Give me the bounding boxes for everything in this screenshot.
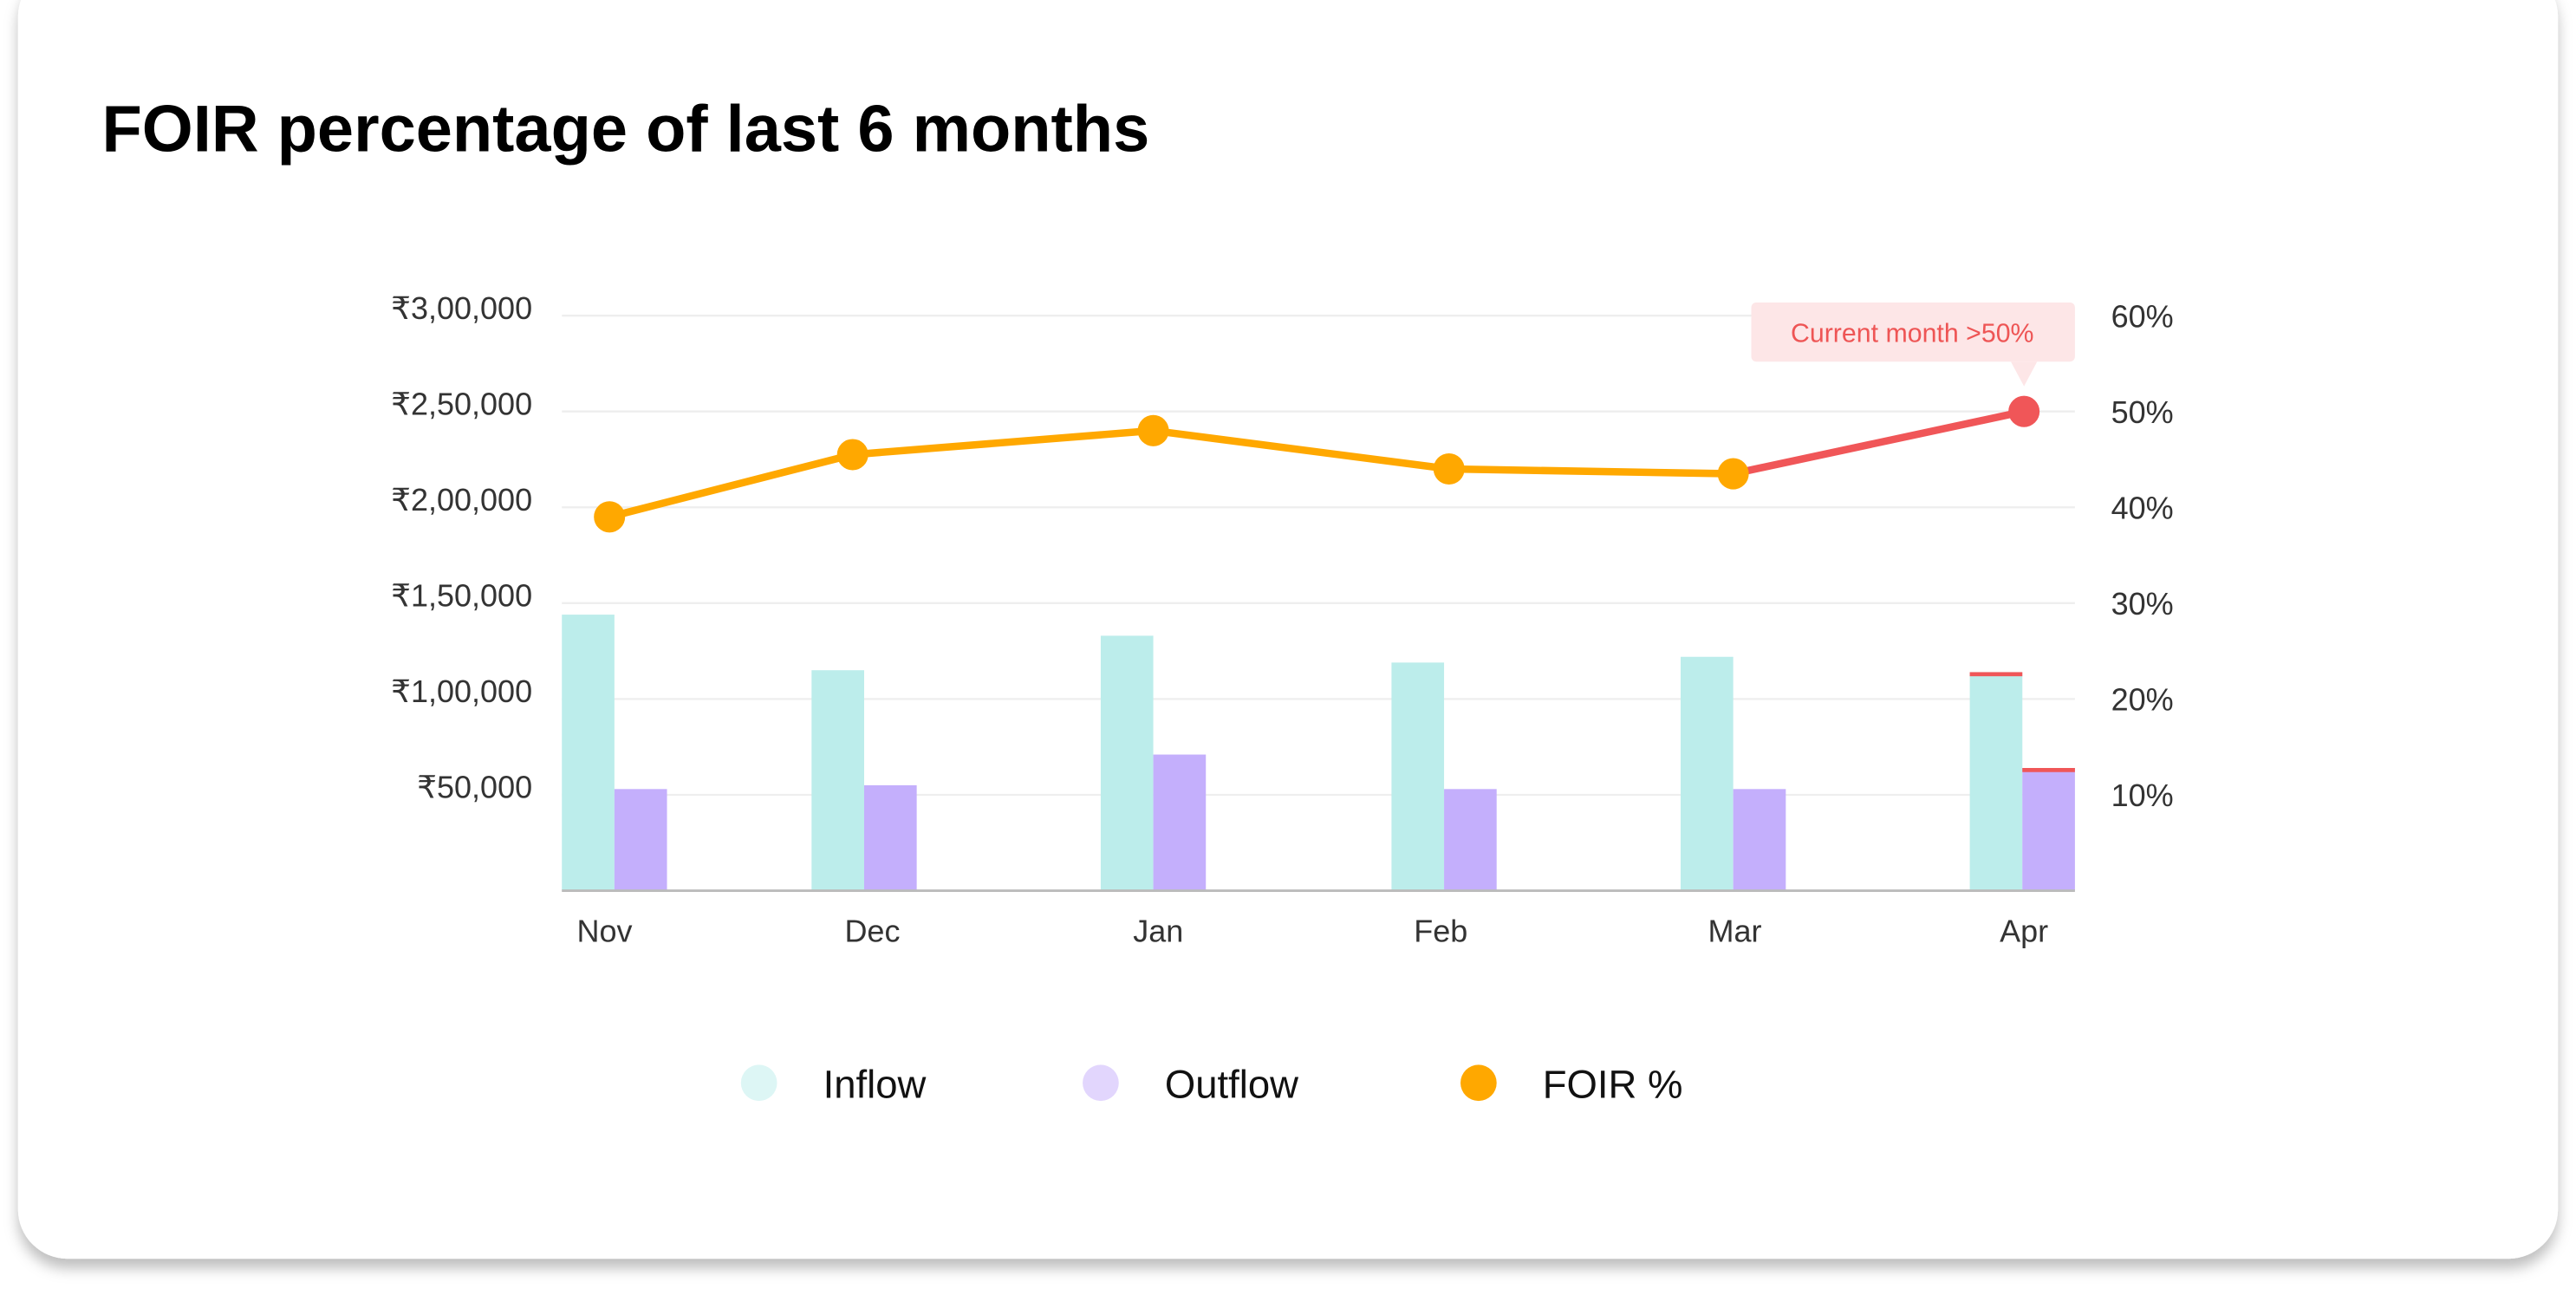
tooltip-box — [1751, 302, 2075, 362]
legend-item-inflow[interactable]: Inflow — [740, 1062, 927, 1106]
gridlines — [562, 314, 2075, 797]
bars — [562, 615, 2075, 891]
x-tick-label: Dec — [844, 913, 900, 948]
foir-point-mar[interactable] — [1717, 458, 1749, 490]
legend-inflow-dot — [740, 1064, 777, 1102]
bar-group-feb[interactable] — [1391, 662, 1497, 891]
bar-group-dec[interactable] — [811, 670, 917, 891]
outflow-bar[interactable] — [1733, 789, 1786, 891]
inflow-bar[interactable] — [562, 615, 615, 891]
right-tick-label: 50% — [2111, 394, 2174, 430]
current-month-tooltip: Current month >50% — [1751, 302, 2075, 387]
left-tick-label: ₹2,00,000 — [391, 482, 532, 517]
legend-foir-dot — [1460, 1064, 1497, 1102]
legend-inflow-label: Inflow — [823, 1062, 927, 1106]
inflow-bar-alert-cap — [1969, 672, 2023, 677]
right-tick-label: 60% — [2111, 298, 2174, 334]
left-tick-label: ₹1,00,000 — [391, 674, 532, 709]
foir-line — [594, 395, 2040, 533]
foir-line-segment — [1729, 407, 2028, 478]
x-tick-label: Feb — [1414, 913, 1467, 948]
legend-item-outflow[interactable]: Outflow — [1083, 1062, 1298, 1106]
outflow-bar[interactable] — [863, 784, 917, 891]
outflow-bar[interactable] — [1444, 789, 1497, 891]
legend-item-foir[interactable]: FOIR % — [1460, 1062, 1682, 1106]
x-tick-label: Mar — [1708, 913, 1762, 948]
x-tick-label: Apr — [2000, 913, 2048, 948]
bar-group-jan[interactable] — [1100, 635, 1207, 891]
legend-foir-label: FOIR % — [1543, 1062, 1683, 1106]
left-tick-label: ₹50,000 — [417, 770, 532, 805]
right-tick-label: 30% — [2111, 586, 2174, 621]
foir-point-dec[interactable] — [836, 439, 868, 471]
outflow-bar-alert-cap — [2022, 767, 2075, 772]
foir-point-jan[interactable] — [1137, 414, 1169, 446]
inflow-bar[interactable] — [1391, 662, 1445, 891]
tooltip-arrow — [2010, 361, 2038, 387]
bar-group-nov[interactable] — [562, 615, 667, 891]
right-tick-label: 10% — [2111, 778, 2174, 813]
x-tick-label: Jan — [1133, 913, 1183, 948]
foir-point-feb[interactable] — [1433, 453, 1465, 485]
right-tick-label: 40% — [2111, 491, 2174, 526]
outflow-bar[interactable] — [1153, 754, 1207, 891]
right-axis: 10% 20% 30% 40% 50% 60% — [2111, 298, 2174, 813]
inflow-bar[interactable] — [1100, 635, 1154, 891]
inflow-bar[interactable] — [811, 670, 864, 891]
inflow-bar[interactable] — [1969, 672, 2023, 891]
bar-group-mar[interactable] — [1681, 656, 1786, 891]
outflow-bar[interactable] — [2022, 767, 2075, 891]
tooltip-text: Current month >50% — [1791, 319, 2034, 348]
inflow-bar[interactable] — [1681, 656, 1734, 891]
bar-group-apr[interactable] — [1969, 672, 2075, 891]
foir-point-nov[interactable] — [594, 501, 626, 533]
left-axis: ₹50,000 ₹1,00,000 ₹1,50,000 ₹2,00,000 ₹2,50,… — [391, 290, 532, 805]
legend-outflow-label: Outflow — [1165, 1062, 1298, 1106]
left-tick-label: ₹2,50,000 — [391, 386, 532, 421]
outflow-bar[interactable] — [614, 789, 667, 891]
x-axis: Nov Dec Jan Feb Mar Apr — [576, 913, 2048, 948]
x-tick-label: Nov — [576, 913, 632, 948]
foir-line-segment — [849, 426, 1157, 459]
left-tick-label: ₹1,50,000 — [391, 578, 532, 614]
legend: Inflow Outflow FOIR % — [740, 1062, 1682, 1106]
foir-line-segment — [1445, 465, 1737, 478]
right-tick-label: 20% — [2111, 682, 2174, 718]
left-tick-label: ₹3,00,000 — [391, 290, 532, 326]
foir-point-apr[interactable] — [2008, 395, 2040, 427]
foir-line-segment — [605, 451, 856, 521]
card-title: FOIR percentage of last 6 months — [102, 93, 1150, 166]
legend-outflow-dot — [1083, 1064, 1119, 1102]
foir-line-segment — [1149, 426, 1454, 473]
